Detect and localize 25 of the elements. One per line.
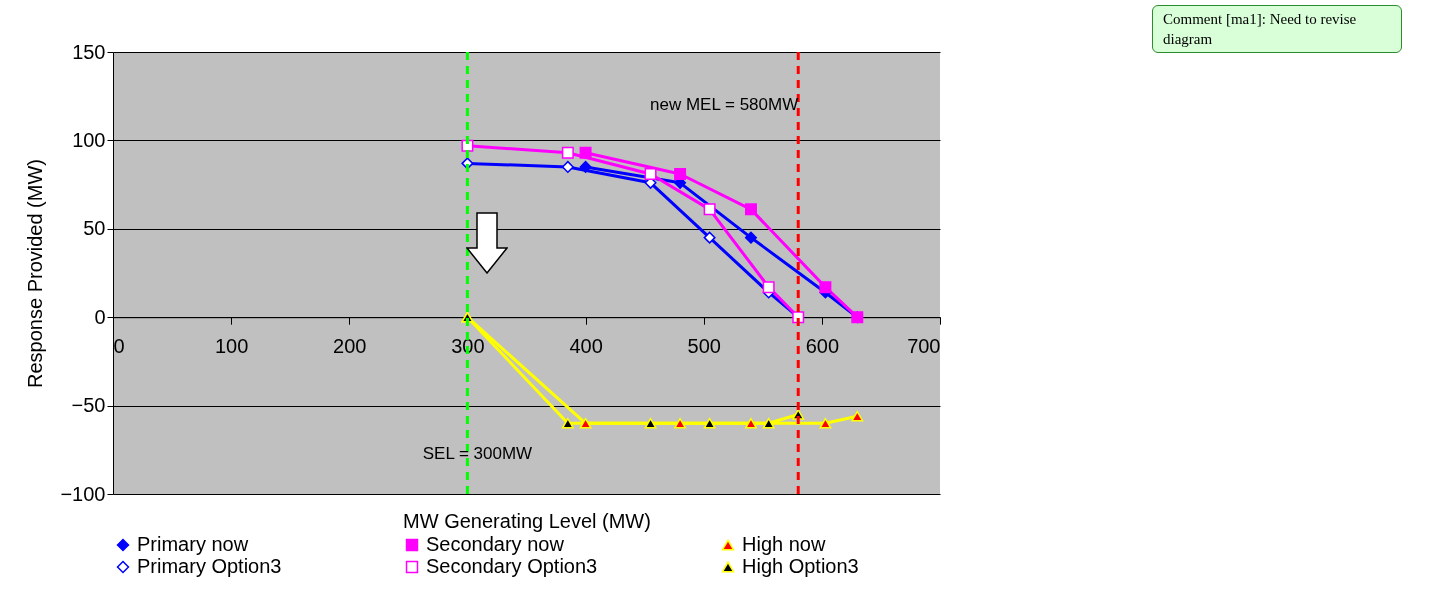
legend-label: Secondary now [426,533,565,555]
x-tick-label: 600 [805,334,840,357]
x-tick-label: 500 [687,334,721,357]
y-axis-title: Response Provided (MW) [24,159,47,388]
x-tick-label: 100 [214,334,249,357]
y-tick-label: −100 [60,482,106,505]
x-tick-label: 200 [333,334,367,357]
y-tick-label: 50 [83,217,106,240]
x-tick-label: 300 [451,334,485,357]
legend-label: Secondary Option3 [426,555,598,577]
y-tick-label: 100 [72,128,106,151]
y-tick-label: −50 [71,394,106,417]
legend-label: Primary Option3 [137,555,282,577]
x-tick-label: 700 [907,334,941,357]
text: Comment [ma1]: Need to revise diagram [1163,10,1358,49]
ref-line-label: new MEL = 580MW [650,95,799,115]
x-tick-label: 0 [113,334,125,357]
legend-label: High Option3 [742,555,859,577]
x-axis-title: MW Generating Level (MW) [403,509,651,532]
y-tick-label: 0 [94,305,106,328]
legend-label: High now [742,533,826,555]
y-tick-label: 150 [72,40,106,63]
x-tick-label: 400 [569,334,603,357]
ref-line-label: SEL = 300MW [422,444,533,464]
legend-label: Primary now [137,533,249,555]
